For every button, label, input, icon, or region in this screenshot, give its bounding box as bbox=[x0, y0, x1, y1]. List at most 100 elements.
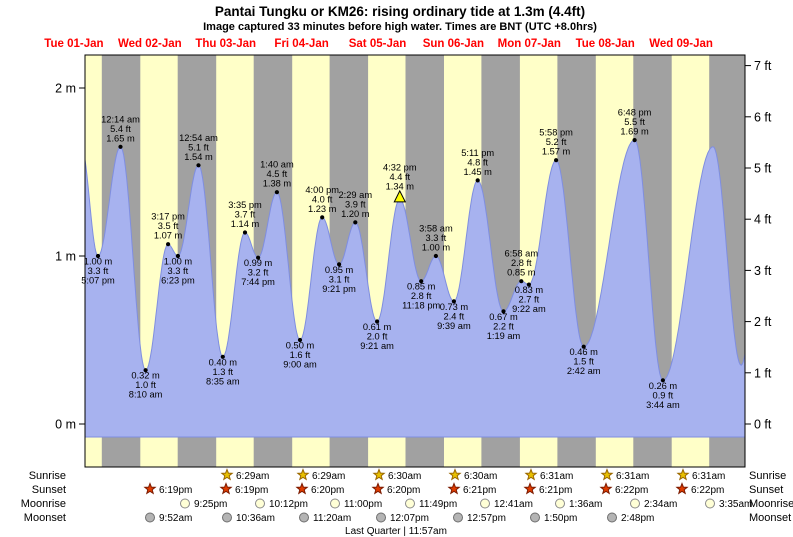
row-label-left-moonset: Moonset bbox=[24, 512, 66, 524]
tide-low-label: 0.26 m 0.9 ft 3:44 am bbox=[646, 381, 680, 410]
moonset-time: 10:36am bbox=[236, 513, 275, 524]
tide-high-label: 6:58 am 2.8 ft 0.85 m bbox=[505, 249, 539, 278]
tide-point-dot bbox=[175, 253, 180, 259]
sunrise-time: 6:30am bbox=[464, 471, 497, 482]
moonrise-icon bbox=[330, 498, 340, 509]
tide-point-dot bbox=[297, 337, 303, 343]
tide-high-label: 6:48 pm 5.5 ft 1.69 m bbox=[618, 108, 652, 137]
tide-point-dot bbox=[632, 138, 637, 143]
sunrise-time: 6:31am bbox=[540, 471, 573, 482]
tide-low-label: 0.73 m 2.4 ft 9:39 am bbox=[437, 302, 471, 331]
moonset-icon bbox=[145, 512, 155, 523]
chart-dynamic-layer: Tue 01-Jan Wed 02-Jan Thu 03-Jan Fri 04-Jan… bbox=[21, 38, 793, 524]
y-axis-label-m: 0 m bbox=[55, 418, 76, 432]
sunset-time: 6:20pm bbox=[387, 485, 420, 496]
moonrise-time: 2:34am bbox=[644, 499, 677, 510]
sunrise-icon bbox=[524, 468, 538, 481]
moonset-time: 2:48pm bbox=[621, 513, 654, 524]
tide-point-dot bbox=[660, 378, 666, 383]
plot-border bbox=[84, 54, 746, 468]
moonrise-time: 11:00pm bbox=[344, 499, 382, 510]
tide-point-dot bbox=[475, 178, 480, 183]
y-axis-label-ft: 6 ft bbox=[754, 110, 772, 124]
tide-low-label: 0.61 m 2.0 ft 9:21 am bbox=[360, 322, 394, 351]
row-label-right-moonset: Moonset bbox=[749, 512, 791, 524]
sunset-time: 6:20pm bbox=[311, 485, 344, 496]
tide-high-label: 2:29 am 3.9 ft 1.20 m bbox=[339, 190, 373, 219]
tide-low-label: 0.99 m 3.2 ft 7:44 pm bbox=[241, 258, 275, 287]
tide-point-dot bbox=[196, 163, 201, 168]
row-label-left-sunset: Sunset bbox=[32, 484, 66, 496]
tide-point-dot bbox=[526, 282, 532, 287]
tide-high-label: 1:40 am 4.5 ft 1.38 m bbox=[260, 160, 294, 189]
sunset-icon bbox=[675, 482, 689, 495]
tide-point-dot bbox=[274, 190, 279, 195]
moonset-icon bbox=[222, 512, 232, 523]
moonset-time: 9:52am bbox=[159, 513, 192, 524]
sunset-icon bbox=[599, 482, 613, 495]
day-label: Tue 01-Jan bbox=[44, 38, 103, 50]
sunset-icon bbox=[371, 482, 385, 495]
sunrise-icon bbox=[296, 468, 310, 481]
row-label-left-sunrise: Sunrise bbox=[29, 470, 66, 482]
sunrise-icon bbox=[600, 468, 614, 481]
tide-low-label: 1.00 m 3.3 ft 5:07 pm bbox=[81, 257, 115, 286]
moonset-icon bbox=[299, 512, 309, 523]
tide-point-dot bbox=[433, 253, 438, 259]
day-label: Sat 05-Jan bbox=[349, 38, 407, 50]
tide-point-dot bbox=[419, 279, 424, 284]
tide-low-label: 0.50 m 1.6 ft 9:00 am bbox=[283, 341, 317, 370]
sunset-icon bbox=[219, 482, 233, 495]
tide-high-label: 4:32 pm 4.4 ft 1.34 m bbox=[383, 162, 417, 191]
row-label-left-moonrise: Moonrise bbox=[21, 498, 66, 510]
moonrise-time: 12:41am bbox=[494, 499, 533, 510]
y-axis-label-ft: 0 ft bbox=[754, 418, 772, 432]
tide-high-label: 4:00 pm 4.0 ft 1.23 m bbox=[305, 185, 339, 214]
tide-low-label: 0.46 m 1.5 ft 2:42 am bbox=[567, 347, 601, 376]
sunset-icon bbox=[143, 482, 157, 495]
tide-high-label: 5:58 pm 5.2 ft 1.57 m bbox=[539, 128, 573, 157]
chart-title: Pantai Tungku or KM26: rising ordinary t… bbox=[215, 4, 585, 19]
tide-low-label: 1.00 m 3.3 ft 6:23 pm bbox=[161, 257, 195, 286]
tide-low-label: 0.32 m 1.0 ft 8:10 am bbox=[129, 371, 163, 400]
sunset-time: 6:19pm bbox=[235, 485, 268, 496]
tide-high-label: 3:35 pm 3.7 ft 1.14 m bbox=[228, 200, 262, 229]
moonrise-time: 9:25pm bbox=[194, 499, 227, 510]
day-label: Tue 08-Jan bbox=[576, 38, 635, 50]
moonset-icon bbox=[530, 512, 540, 523]
sunrise-icon bbox=[448, 468, 462, 481]
row-label-right-sunrise: Sunrise bbox=[749, 470, 786, 482]
tide-low-label: 0.95 m 3.1 ft 9:21 pm bbox=[322, 265, 356, 294]
sunrise-icon bbox=[676, 468, 690, 481]
row-label-right-moonrise: Moonrise bbox=[749, 498, 793, 510]
y-axis-label-ft: 4 ft bbox=[754, 213, 772, 227]
y-axis-label-m: 1 m bbox=[55, 250, 76, 264]
day-label: Fri 04-Jan bbox=[274, 38, 328, 50]
current-tide-marker bbox=[393, 189, 407, 203]
sunrise-icon bbox=[372, 468, 386, 481]
y-axis-label-ft: 7 ft bbox=[754, 59, 772, 73]
sunset-time: 6:19pm bbox=[159, 485, 192, 496]
day-label: Wed 09-Jan bbox=[649, 38, 713, 50]
day-label: Thu 03-Jan bbox=[195, 38, 256, 50]
sunset-time: 6:21pm bbox=[539, 485, 572, 496]
row-label-right-sunset: Sunset bbox=[749, 484, 783, 496]
tide-area bbox=[85, 139, 745, 438]
moonset-time: 1:50pm bbox=[544, 513, 577, 524]
moonrise-icon bbox=[405, 498, 415, 509]
sunrise-time: 6:29am bbox=[312, 471, 345, 482]
moonset-icon bbox=[376, 512, 386, 523]
tide-high-label: 3:58 am 3.3 ft 1.00 m bbox=[419, 224, 453, 253]
moonrise-icon bbox=[705, 498, 715, 509]
tide-point-dot bbox=[519, 279, 524, 284]
sunrise-time: 6:31am bbox=[692, 471, 725, 482]
tide-point-dot bbox=[220, 354, 225, 359]
tide-low-label: 0.40 m 1.3 ft 8:35 am bbox=[206, 357, 240, 386]
tide-point-dot bbox=[353, 220, 358, 225]
moonrise-time: 10:12pm bbox=[269, 499, 308, 510]
tide-point-dot bbox=[143, 368, 148, 373]
tide-point-dot bbox=[256, 255, 261, 260]
tide-point-dot bbox=[375, 319, 380, 324]
moonset-time: 12:07pm bbox=[390, 513, 429, 524]
